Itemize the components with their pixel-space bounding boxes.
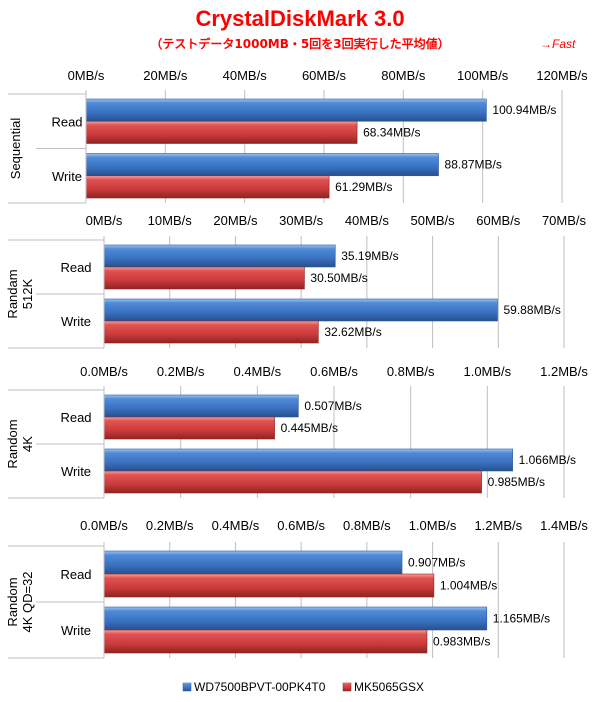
group-label-line: 4K QD=32 [20, 571, 35, 632]
bar-wd7500 [103, 244, 336, 268]
data-label: 35.19MB/s [341, 249, 398, 263]
tick-label: 0.8MB/s [387, 364, 435, 379]
group-label: Randam512K [5, 269, 35, 318]
bar-mk5065 [103, 320, 319, 344]
bar-wd7500 [103, 606, 488, 631]
legend-label-mk5065: MK5065GSX [354, 680, 424, 694]
tick-label: 0.6MB/s [310, 364, 358, 379]
group-label: Random4K [5, 419, 35, 468]
bar-mk5065 [103, 470, 482, 494]
tick-label: 0.2MB/s [157, 364, 205, 379]
group-label-line: Randam [5, 269, 20, 318]
chart-title: CrystalDiskMark 3.0 [195, 6, 404, 31]
data-label: 0.983MB/s [433, 635, 490, 649]
data-label: 0.445MB/s [281, 421, 338, 435]
tick-label: 120MB/s [536, 68, 588, 83]
data-label: 0.507MB/s [304, 399, 361, 413]
group-label: Random4K QD=32 [5, 571, 35, 632]
tick-label: 60MB/s [302, 68, 347, 83]
data-label: 32.62MB/s [324, 325, 381, 339]
tick-label: 0.0MB/s [80, 364, 128, 379]
category-label: Read [60, 260, 91, 275]
tick-label: 0MB/s [68, 68, 105, 83]
bar-mk5065 [103, 573, 435, 598]
category-label: Write [61, 464, 91, 479]
data-label: 1.066MB/s [519, 453, 576, 467]
tick-label: 80MB/s [381, 68, 426, 83]
tick-label: 1.4MB/s [540, 518, 588, 533]
tick-label: 0.8MB/s [343, 518, 391, 533]
data-label: 100.94MB/s [492, 103, 556, 117]
panel-2: 0.0MB/s 0.2MB/s 0.4MB/s 0.6MB/s 0.8MB/s 1.0MB… [5, 364, 588, 499]
panel-1: 0MB/s 10MB/s 20MB/s 30MB/s 40MB/s 50MB/s 60MB/… [5, 213, 587, 349]
tick-label: 70MB/s [542, 213, 587, 228]
tick-label: 0MB/s [86, 213, 123, 228]
data-label: 1.165MB/s [493, 612, 550, 626]
tick-label: 60MB/s [476, 213, 521, 228]
tick-label: 0.4MB/s [212, 518, 260, 533]
tick-label: 100MB/s [457, 68, 509, 83]
bar-wd7500 [103, 550, 403, 575]
data-label: 59.88MB/s [503, 303, 560, 317]
data-label: 88.87MB/s [445, 158, 502, 172]
panels: 0MB/s 20MB/s 40MB/s 60MB/s 80MB/s 100MB/s 120M… [5, 68, 588, 659]
tick-label: 20MB/s [213, 213, 258, 228]
fast-annotation: →Fast [540, 37, 576, 51]
category-label: Read [60, 567, 91, 582]
category-label: Read [60, 410, 91, 425]
data-label: 0.985MB/s [488, 475, 545, 489]
legend: WD7500BPVT-00PK4T0 MK5065GSX [182, 680, 424, 694]
bar-mk5065 [85, 120, 358, 144]
bar-wd7500 [103, 448, 513, 472]
category-label: Write [52, 169, 82, 184]
tick-label: 30MB/s [279, 213, 324, 228]
group-label-line: 512K [20, 278, 35, 309]
bar-wd7500 [103, 298, 498, 322]
tick-label: 50MB/s [411, 213, 456, 228]
legend-swatch-wd7500 [182, 682, 192, 692]
tick-label: 0.6MB/s [277, 518, 325, 533]
tick-label: 1.2MB/s [474, 518, 522, 533]
tick-label: 0.4MB/s [233, 364, 281, 379]
data-label: 1.004MB/s [440, 579, 497, 593]
category-label: Write [61, 623, 91, 638]
bar-mk5065 [103, 266, 305, 290]
data-label: 68.34MB/s [363, 125, 420, 139]
category-label: Read [51, 114, 82, 129]
tick-label: 0.0MB/s [80, 518, 128, 533]
data-label: 61.29MB/s [335, 180, 392, 194]
data-label: 30.50MB/s [310, 271, 367, 285]
tick-label: 1.2MB/s [540, 364, 588, 379]
chart-subtitle: （テストデータ1000MB・5回を3回実行した平均値） [150, 36, 449, 51]
panel-0: 0MB/s 20MB/s 40MB/s 60MB/s 80MB/s 100MB/s 120M… [8, 68, 588, 204]
group-label-line: Sequential [8, 118, 23, 180]
group-label-line: 4K [20, 436, 35, 452]
tick-label: 40MB/s [223, 68, 268, 83]
bar-mk5065 [85, 175, 330, 199]
tick-label: 20MB/s [143, 68, 188, 83]
tick-label: 40MB/s [345, 213, 390, 228]
bar-wd7500 [103, 394, 299, 418]
group-label: Sequential [8, 118, 23, 180]
panel-3: 0.0MB/s 0.2MB/s 0.4MB/s 0.6MB/s 0.8MB/s 1.0MB… [5, 518, 588, 659]
tick-label: 0.2MB/s [146, 518, 194, 533]
bar-wd7500 [85, 98, 487, 122]
group-label-line: Random [5, 419, 20, 468]
category-label: Write [61, 314, 91, 329]
legend-swatch-mk5065 [342, 682, 352, 692]
tick-label: 1.0MB/s [409, 518, 457, 533]
legend-label-wd7500: WD7500BPVT-00PK4T0 [194, 680, 326, 694]
bar-mk5065 [103, 629, 428, 654]
group-label-line: Random [5, 577, 20, 626]
tick-label: 10MB/s [148, 213, 193, 228]
bar-mk5065 [103, 416, 275, 440]
tick-label: 1.0MB/s [463, 364, 511, 379]
bar-wd7500 [85, 153, 439, 177]
data-label: 0.907MB/s [408, 556, 465, 570]
